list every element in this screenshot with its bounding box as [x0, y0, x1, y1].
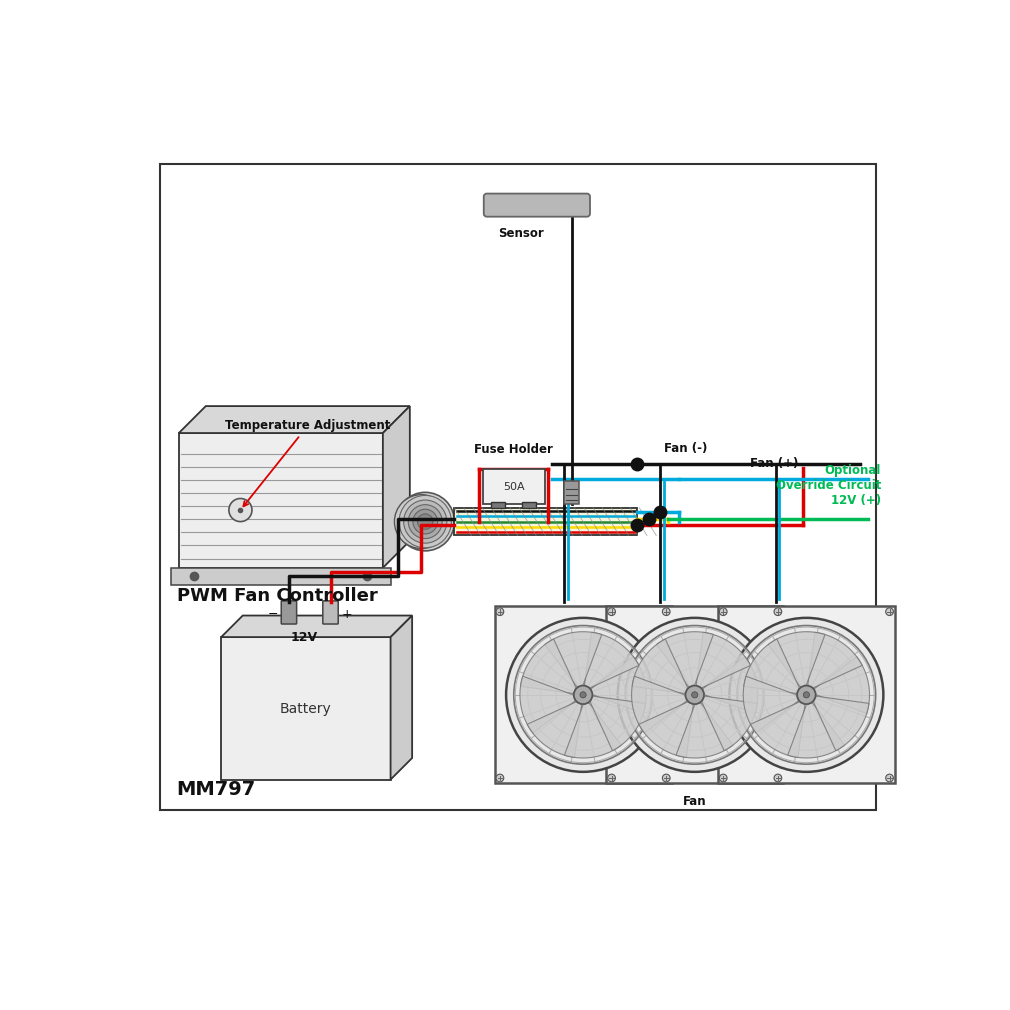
- Text: Optional
Override Circuit
12V (+): Optional Override Circuit 12V (+): [776, 464, 881, 507]
- Text: Sensor: Sensor: [499, 227, 544, 240]
- Text: 12V: 12V: [291, 631, 318, 644]
- Polygon shape: [702, 696, 758, 750]
- Polygon shape: [527, 702, 582, 758]
- Circle shape: [404, 500, 446, 543]
- FancyBboxPatch shape: [522, 502, 536, 508]
- Circle shape: [417, 514, 433, 529]
- Polygon shape: [565, 703, 621, 758]
- Circle shape: [580, 692, 586, 698]
- Text: PWM Fan Controller: PWM Fan Controller: [177, 587, 378, 605]
- Circle shape: [395, 495, 448, 548]
- Polygon shape: [656, 631, 713, 687]
- Circle shape: [774, 608, 782, 615]
- FancyBboxPatch shape: [160, 164, 876, 810]
- Circle shape: [608, 774, 615, 782]
- Circle shape: [506, 618, 661, 772]
- Circle shape: [719, 774, 727, 782]
- FancyBboxPatch shape: [718, 606, 895, 784]
- Circle shape: [400, 500, 443, 543]
- Polygon shape: [639, 702, 694, 758]
- Polygon shape: [590, 696, 645, 750]
- Text: 50A: 50A: [503, 482, 524, 492]
- Circle shape: [409, 509, 433, 534]
- Polygon shape: [391, 615, 412, 780]
- Text: Fan (-): Fan (-): [664, 441, 707, 454]
- Polygon shape: [750, 702, 805, 758]
- Polygon shape: [591, 656, 646, 713]
- FancyBboxPatch shape: [484, 194, 590, 217]
- Polygon shape: [383, 406, 410, 568]
- FancyBboxPatch shape: [323, 601, 338, 624]
- Polygon shape: [221, 615, 412, 637]
- Polygon shape: [703, 656, 758, 713]
- Polygon shape: [813, 696, 869, 750]
- Polygon shape: [743, 676, 799, 733]
- Circle shape: [404, 505, 438, 538]
- Text: Fan: Fan: [683, 795, 707, 808]
- Circle shape: [229, 499, 251, 521]
- FancyBboxPatch shape: [606, 606, 784, 784]
- Circle shape: [399, 496, 451, 547]
- Circle shape: [774, 774, 782, 782]
- FancyBboxPatch shape: [564, 481, 579, 504]
- Circle shape: [663, 774, 670, 782]
- Polygon shape: [544, 631, 602, 687]
- Circle shape: [886, 774, 894, 782]
- Circle shape: [686, 686, 704, 704]
- Text: +: +: [341, 607, 351, 620]
- Text: Fan (+): Fan (+): [750, 457, 799, 470]
- Circle shape: [408, 505, 442, 538]
- Circle shape: [396, 492, 454, 550]
- Polygon shape: [585, 632, 639, 688]
- FancyBboxPatch shape: [495, 606, 672, 784]
- Circle shape: [663, 608, 670, 615]
- Polygon shape: [632, 639, 688, 694]
- Polygon shape: [808, 632, 863, 688]
- Text: Battery: Battery: [280, 702, 331, 716]
- Circle shape: [496, 608, 504, 615]
- Circle shape: [803, 692, 809, 698]
- Polygon shape: [520, 639, 576, 694]
- Polygon shape: [520, 676, 575, 733]
- Polygon shape: [769, 631, 825, 687]
- Text: −: −: [268, 607, 278, 620]
- Polygon shape: [171, 568, 391, 585]
- Polygon shape: [631, 676, 687, 733]
- FancyBboxPatch shape: [492, 502, 505, 508]
- Polygon shape: [179, 406, 410, 433]
- Polygon shape: [454, 508, 637, 535]
- Text: Temperature Adjustment: Temperature Adjustment: [225, 419, 391, 506]
- Circle shape: [618, 618, 772, 772]
- Polygon shape: [676, 703, 733, 758]
- Polygon shape: [221, 637, 391, 780]
- Polygon shape: [179, 433, 383, 568]
- Polygon shape: [788, 703, 844, 758]
- Circle shape: [608, 608, 615, 615]
- FancyBboxPatch shape: [483, 470, 544, 504]
- Circle shape: [413, 509, 437, 534]
- Circle shape: [414, 514, 429, 529]
- Polygon shape: [743, 639, 799, 694]
- Polygon shape: [814, 656, 870, 713]
- Circle shape: [729, 618, 884, 772]
- FancyBboxPatch shape: [281, 601, 297, 624]
- Circle shape: [496, 774, 504, 782]
- Text: Fuse Holder: Fuse Holder: [475, 443, 553, 457]
- Circle shape: [797, 686, 816, 704]
- Circle shape: [719, 608, 727, 615]
- Polygon shape: [696, 632, 750, 688]
- Circle shape: [886, 608, 894, 615]
- Circle shape: [692, 692, 698, 698]
- Text: MM797: MM797: [177, 780, 256, 799]
- Circle shape: [574, 686, 592, 704]
